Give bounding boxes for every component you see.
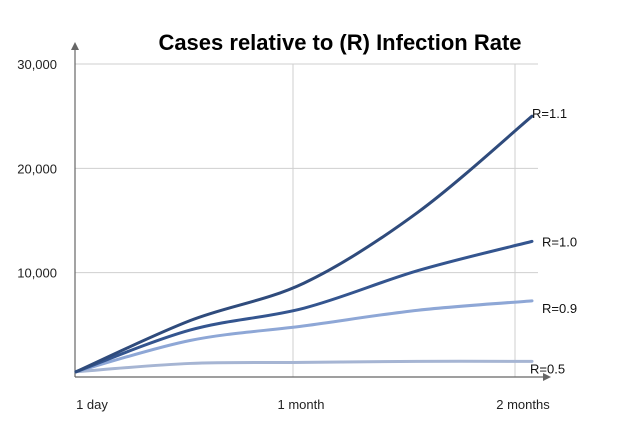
gridlines (75, 63, 538, 377)
y-tick-label: 30,000 (17, 57, 57, 72)
x-tick-label: 1 month (278, 397, 325, 412)
series-lines (74, 114, 534, 374)
x-tick-label: 1 day (76, 397, 108, 412)
x-axis-arrow (543, 373, 551, 381)
series-label: R=1.1 (532, 106, 567, 121)
x-tick-label: 2 months (496, 397, 550, 412)
series-line-r-1-1 (74, 114, 534, 374)
series-labels: R=1.1 R=1.0 R=0.9 R=0.5 (530, 106, 577, 376)
y-axis-arrow (71, 42, 79, 50)
y-tick-label: 10,000 (17, 266, 57, 281)
series-label: R=1.0 (542, 234, 577, 249)
series-label: R=0.9 (542, 301, 577, 316)
y-tick-label: 20,000 (17, 161, 57, 176)
series-label: R=0.5 (530, 361, 565, 376)
axes (71, 42, 551, 381)
x-tick-labels: 1 day 1 month 2 months (76, 397, 550, 412)
series-line-r-0-5 (74, 359, 534, 374)
chart-title: Cases relative to (R) Infection Rate (158, 30, 521, 55)
series-line-r-0-9 (74, 299, 534, 374)
series-line-r-1-0 (74, 239, 534, 374)
y-tick-labels: 10,000 20,000 30,000 (17, 57, 57, 281)
